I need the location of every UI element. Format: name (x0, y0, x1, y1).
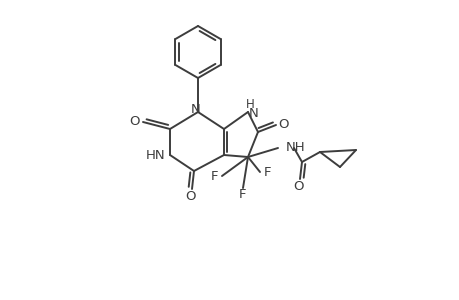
Text: H: H (245, 98, 254, 110)
Text: N: N (248, 106, 258, 119)
Text: O: O (293, 181, 303, 194)
Text: N: N (190, 103, 201, 116)
Text: O: O (185, 190, 196, 203)
Text: NH: NH (285, 140, 305, 154)
Text: F: F (263, 166, 271, 178)
Text: F: F (211, 169, 218, 182)
Text: O: O (278, 118, 289, 130)
Text: HN: HN (146, 148, 165, 161)
Text: O: O (129, 115, 140, 128)
Text: F: F (239, 188, 246, 202)
